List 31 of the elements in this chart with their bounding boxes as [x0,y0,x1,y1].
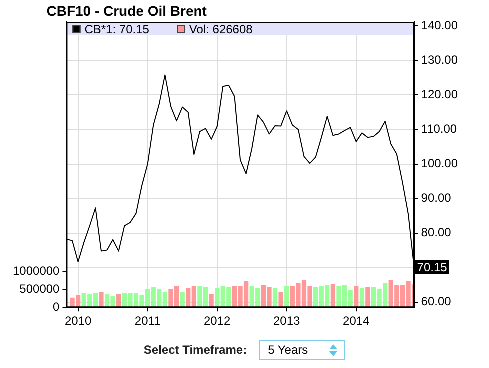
x-tick-label: 2012 [204,314,232,328]
bar [330,284,336,308]
x-tick-label: 2011 [134,314,162,328]
x-tick-label: 2013 [274,314,301,328]
y2-tick-label: 90.00 [421,191,452,206]
bar [284,286,290,308]
y2-tick-label: 110.00 [421,122,458,136]
y2-tick-label: 140.00 [421,18,458,32]
y2-tick-label: 80.00 [421,226,452,240]
y-tick-label: 1000000 [13,264,60,278]
bar [278,292,284,308]
bar [354,286,359,308]
bar [360,288,364,308]
y2-tick-label: 60.00 [421,294,452,309]
x-tick-label: 2014 [343,314,370,328]
legend-label: CB*1: 70.15 [84,22,150,36]
y2-tick-label: 130.00 [421,52,458,67]
legend-label: Vol: 626608 [189,22,254,36]
timeframe-select: Select Timeframe: 5 Years [0,340,489,360]
bar [272,288,278,308]
chart-title: CBF10 - Crude Oil Brent [46,3,208,19]
bar [180,292,185,308]
data-label: 70.15 [417,260,448,275]
y2-tick-label: 100.00 [421,156,458,171]
x-tick-label: 2010 [64,314,92,328]
y2-tick-label: 120.00 [421,88,458,102]
bar [209,294,214,308]
y-tick-label: 0 [53,300,60,314]
y-tick-label: 500000 [20,282,60,296]
bar [99,292,104,308]
bar [366,287,370,308]
